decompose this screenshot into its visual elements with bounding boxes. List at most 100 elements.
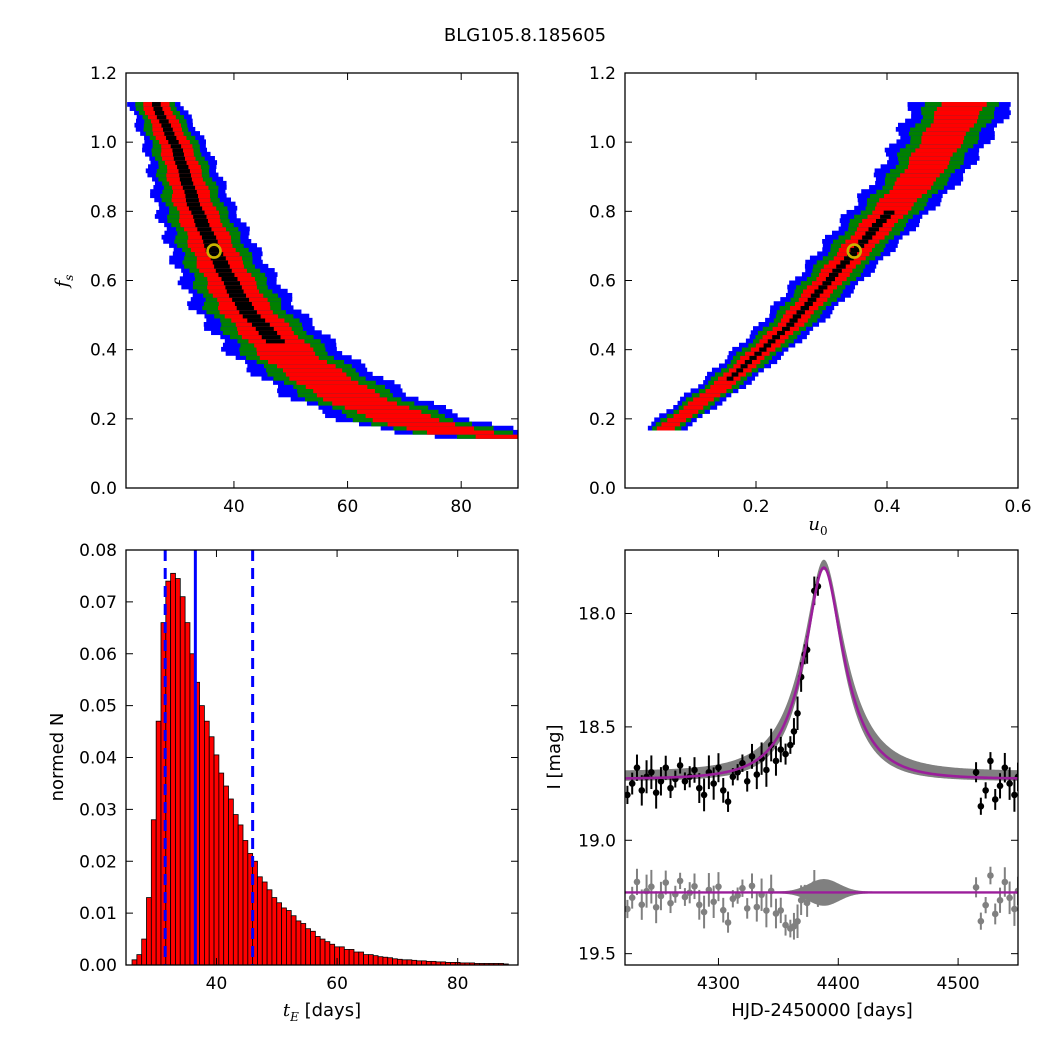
y-tick-label: 0.08 [79, 541, 117, 561]
data-point [743, 778, 751, 785]
confidence-cell [282, 367, 343, 373]
histogram-bar [295, 920, 302, 966]
data-point [625, 791, 631, 799]
residual-point [748, 882, 756, 890]
y-tick-label: 0.03 [79, 800, 117, 820]
confidence-cell [193, 214, 207, 219]
confidence-cell [208, 251, 224, 257]
x-tick-label: 0.6 [1004, 497, 1031, 517]
residual-point [648, 883, 655, 891]
residual-point [772, 910, 780, 917]
y-tick-label: 19.0 [578, 831, 616, 851]
confidence-cell [777, 330, 785, 336]
confidence-cell [182, 185, 196, 190]
confidence-cell [179, 176, 192, 182]
x-axis-label-symbol: t [283, 1000, 291, 1021]
histogram-bar [363, 954, 369, 966]
confidence-cell [908, 160, 950, 165]
confidence-cell [930, 122, 974, 128]
histogram-bar [310, 930, 316, 966]
data-point [715, 764, 722, 772]
confidence-cell [868, 226, 880, 232]
heatmap-fs_vs_tE [127, 102, 518, 439]
x-tick-label: 60 [337, 497, 359, 517]
residual-point [753, 903, 761, 911]
histogram-bar [131, 959, 138, 966]
confidence-cell [909, 156, 951, 161]
residual-point [719, 906, 727, 914]
confidence-cell [178, 168, 190, 174]
confidence-cell [214, 263, 230, 269]
confidence-cell [900, 172, 940, 178]
confidence-cell [876, 201, 914, 207]
confidence-cell [736, 367, 744, 373]
confidence-cell [934, 110, 980, 116]
confidence-cell [800, 305, 809, 311]
confidence-cell [195, 222, 210, 228]
confidence-cell [904, 168, 945, 174]
confidence-cell [172, 147, 184, 153]
histogram-bar [223, 785, 229, 966]
x-tick-label: 0.4 [873, 497, 900, 517]
histogram-bar [358, 951, 365, 966]
confidence-cell [814, 288, 824, 294]
residual-point [991, 910, 999, 918]
y-tick-label: 0.6 [90, 272, 117, 292]
histogram-bar [175, 578, 181, 966]
confidence-cell [261, 334, 281, 340]
histogram-bar [396, 958, 403, 966]
residual-point [638, 901, 646, 908]
histogram-bar [208, 736, 215, 966]
confidence-cell [889, 189, 928, 194]
confidence-cell [170, 143, 182, 149]
confidence-cell [896, 176, 937, 182]
confidence-cell [188, 205, 203, 211]
histogram-bar [213, 754, 220, 966]
confidence-cell [179, 172, 191, 178]
confidence-cell [661, 421, 681, 427]
confidence-cell [203, 239, 218, 244]
residual-point [982, 901, 989, 909]
confidence-cell [406, 425, 475, 431]
confidence-cell [754, 351, 762, 356]
confidence-cell [726, 375, 734, 381]
confidence-cell [915, 147, 957, 153]
y-tick-label: 0.6 [589, 272, 616, 292]
histogram-bar [411, 959, 418, 966]
histogram-bar [218, 772, 225, 966]
histogram-bar [387, 957, 393, 966]
confidence-cell [836, 263, 846, 269]
data-point [691, 766, 698, 774]
data-point [729, 773, 737, 781]
confidence-cell [911, 151, 953, 157]
confidence-cell [883, 209, 895, 215]
confidence-cell [177, 164, 189, 170]
x-tick-label: 0.2 [742, 497, 769, 517]
data-point [1001, 764, 1009, 772]
residual-point [797, 896, 805, 904]
x-tick-label: 4300 [697, 974, 740, 994]
data-point [996, 782, 1004, 790]
data-point [777, 746, 785, 753]
histogram-bar [228, 798, 234, 966]
histogram-bar [199, 705, 205, 966]
x-axis-label-subscript: 0 [820, 524, 828, 538]
histogram-bar [150, 819, 157, 966]
confidence-cell [268, 359, 327, 365]
confidence-cell [258, 330, 278, 336]
confidence-cell [201, 234, 217, 240]
x-tick-label: 4500 [936, 974, 979, 994]
confidence-cell [936, 106, 983, 111]
residual-point [790, 922, 798, 930]
confidence-cell [256, 346, 314, 352]
data-point [991, 796, 999, 803]
confidence-cell [175, 160, 187, 165]
confidence-cell [323, 396, 388, 402]
x-axis-label-te: tE [days] [283, 1000, 361, 1024]
residual-point [1011, 905, 1018, 913]
y-tick-label: 0.2 [589, 410, 616, 430]
confidence-cell [862, 234, 873, 240]
axes-tE_histogram: 40 60 80 0.00 0.01 0.02 0.03 0.04 0.05 0.06 0.07 0.… [79, 541, 519, 994]
x-tick-label: 80 [447, 974, 469, 994]
histogram-bar [261, 881, 268, 966]
